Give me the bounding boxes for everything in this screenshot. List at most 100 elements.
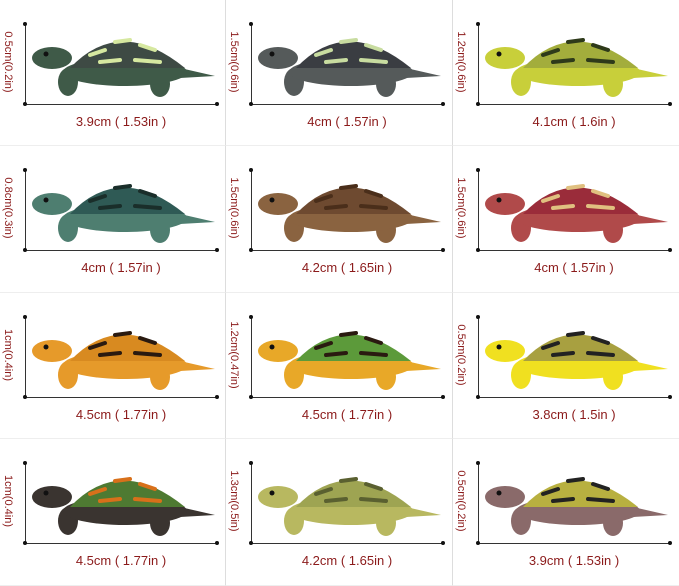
width-dimension-line — [25, 397, 217, 398]
height-dimension-line — [251, 317, 252, 397]
dimension-endpoint — [476, 248, 480, 252]
dimension-endpoint — [249, 315, 253, 319]
turtle-cell: 0.8cm(0.3in) 4cm ( 1.57in ) — [0, 146, 226, 293]
height-label: 0.5cm(0.2in) — [455, 470, 467, 532]
height-dimension-line — [25, 317, 26, 397]
dimension-endpoint — [23, 102, 27, 106]
height-label: 1.5cm(0.6in) — [228, 177, 240, 239]
turtle-toy-image — [32, 184, 215, 243]
width-label: 4.2cm ( 1.65in ) — [301, 553, 393, 568]
dimension-endpoint — [249, 102, 253, 106]
width-label: 4cm ( 1.57in ) — [307, 114, 387, 129]
width-dimension-line — [478, 543, 670, 544]
turtle-cell: 1.2cm(0.47in) 4.5cm ( 1.77in ) — [226, 293, 453, 439]
dimension-endpoint — [476, 315, 480, 319]
turtle-toy-image — [258, 331, 441, 390]
turtle-toy-image — [32, 38, 215, 97]
width-dimension-line — [478, 104, 670, 105]
turtle-cell: 1.2cm(0.6in) 4.1cm ( 1.6in ) — [453, 0, 679, 146]
height-dimension-line — [251, 463, 252, 543]
turtle-toy-image — [258, 184, 441, 243]
dimension-endpoint — [476, 102, 480, 106]
height-label: 1.5cm(0.6in) — [228, 31, 240, 93]
width-label: 4.1cm ( 1.6in ) — [532, 114, 616, 129]
width-dimension-line — [478, 397, 670, 398]
height-label: 1cm(0.4in) — [2, 475, 14, 527]
dimension-endpoint — [668, 102, 672, 106]
dimension-endpoint — [23, 461, 27, 465]
dimension-endpoint — [441, 102, 445, 106]
width-dimension-line — [25, 543, 217, 544]
dimension-endpoint — [23, 22, 27, 26]
width-dimension-line — [251, 104, 443, 105]
dimension-endpoint — [215, 248, 219, 252]
dimension-endpoint — [215, 395, 219, 399]
height-dimension-line — [25, 170, 26, 250]
width-label: 4.5cm ( 1.77in ) — [75, 407, 167, 422]
dimension-endpoint — [249, 461, 253, 465]
dimension-endpoint — [249, 541, 253, 545]
dimension-endpoint — [249, 22, 253, 26]
dimension-endpoint — [476, 461, 480, 465]
height-label: 1.2cm(0.6in) — [455, 31, 467, 93]
height-dimension-line — [478, 463, 479, 543]
width-label: 3.9cm ( 1.53in ) — [75, 114, 167, 129]
width-label: 3.8cm ( 1.5in ) — [532, 407, 616, 422]
height-label: 1.3cm(0.5in) — [228, 470, 240, 532]
turtle-toy-image — [485, 38, 668, 97]
turtle-toy-image — [32, 477, 215, 536]
dimension-endpoint — [249, 168, 253, 172]
turtle-toy-image — [485, 477, 668, 536]
height-dimension-line — [25, 24, 26, 104]
dimension-endpoint — [668, 395, 672, 399]
turtle-toy-image — [32, 331, 215, 390]
dimension-endpoint — [476, 541, 480, 545]
dimension-endpoint — [476, 395, 480, 399]
dimension-endpoint — [668, 248, 672, 252]
dimension-endpoint — [441, 248, 445, 252]
turtle-cell: 1.3cm(0.5in) 4.2cm ( 1.65in ) — [226, 439, 453, 586]
turtle-cell: 1.5cm(0.6in) 4cm ( 1.57in ) — [226, 0, 453, 146]
width-dimension-line — [478, 250, 670, 251]
turtle-cell: 0.5cm(0.2in) 3.9cm ( 1.53in ) — [453, 439, 679, 586]
height-label: 1.5cm(0.6in) — [455, 177, 467, 239]
width-label: 4.5cm ( 1.77in ) — [301, 407, 393, 422]
turtle-cell: 1cm(0.4in) 4.5cm ( 1.77in ) — [0, 293, 226, 439]
width-label: 4cm ( 1.57in ) — [81, 260, 161, 275]
height-label: 0.5cm(0.2in) — [455, 324, 467, 386]
turtle-cell: 0.5cm(0.2in) 3.9cm ( 1.53in ) — [0, 0, 226, 146]
dimension-endpoint — [249, 248, 253, 252]
height-dimension-line — [251, 24, 252, 104]
dimension-endpoint — [215, 541, 219, 545]
width-dimension-line — [251, 250, 443, 251]
turtle-cell: 1.5cm(0.6in) 4cm ( 1.57in ) — [453, 146, 679, 293]
dimension-endpoint — [668, 541, 672, 545]
turtle-toy-image — [485, 184, 668, 243]
width-label: 4.2cm ( 1.65in ) — [301, 260, 393, 275]
width-label: 3.9cm ( 1.53in ) — [528, 553, 620, 568]
dimension-endpoint — [23, 315, 27, 319]
height-label: 1.2cm(0.47in) — [228, 321, 240, 389]
height-label: 0.8cm(0.3in) — [2, 177, 14, 239]
width-dimension-line — [25, 250, 217, 251]
turtle-cell: 1.5cm(0.6in) 4.2cm ( 1.65in ) — [226, 146, 453, 293]
dimension-endpoint — [476, 168, 480, 172]
dimension-endpoint — [441, 541, 445, 545]
turtle-toy-image — [258, 38, 441, 97]
width-dimension-line — [251, 543, 443, 544]
width-label: 4.5cm ( 1.77in ) — [75, 553, 167, 568]
height-dimension-line — [251, 170, 252, 250]
turtle-cell: 1cm(0.4in) 4.5cm ( 1.77in ) — [0, 439, 226, 586]
dimension-endpoint — [476, 22, 480, 26]
dimension-endpoint — [441, 395, 445, 399]
width-dimension-line — [251, 397, 443, 398]
width-label: 4cm ( 1.57in ) — [534, 260, 614, 275]
dimension-endpoint — [215, 102, 219, 106]
dimension-endpoint — [249, 395, 253, 399]
height-dimension-line — [478, 24, 479, 104]
turtle-toy-image — [258, 477, 441, 536]
dimension-endpoint — [23, 248, 27, 252]
height-dimension-line — [478, 317, 479, 397]
height-label: 1cm(0.4in) — [2, 329, 14, 381]
